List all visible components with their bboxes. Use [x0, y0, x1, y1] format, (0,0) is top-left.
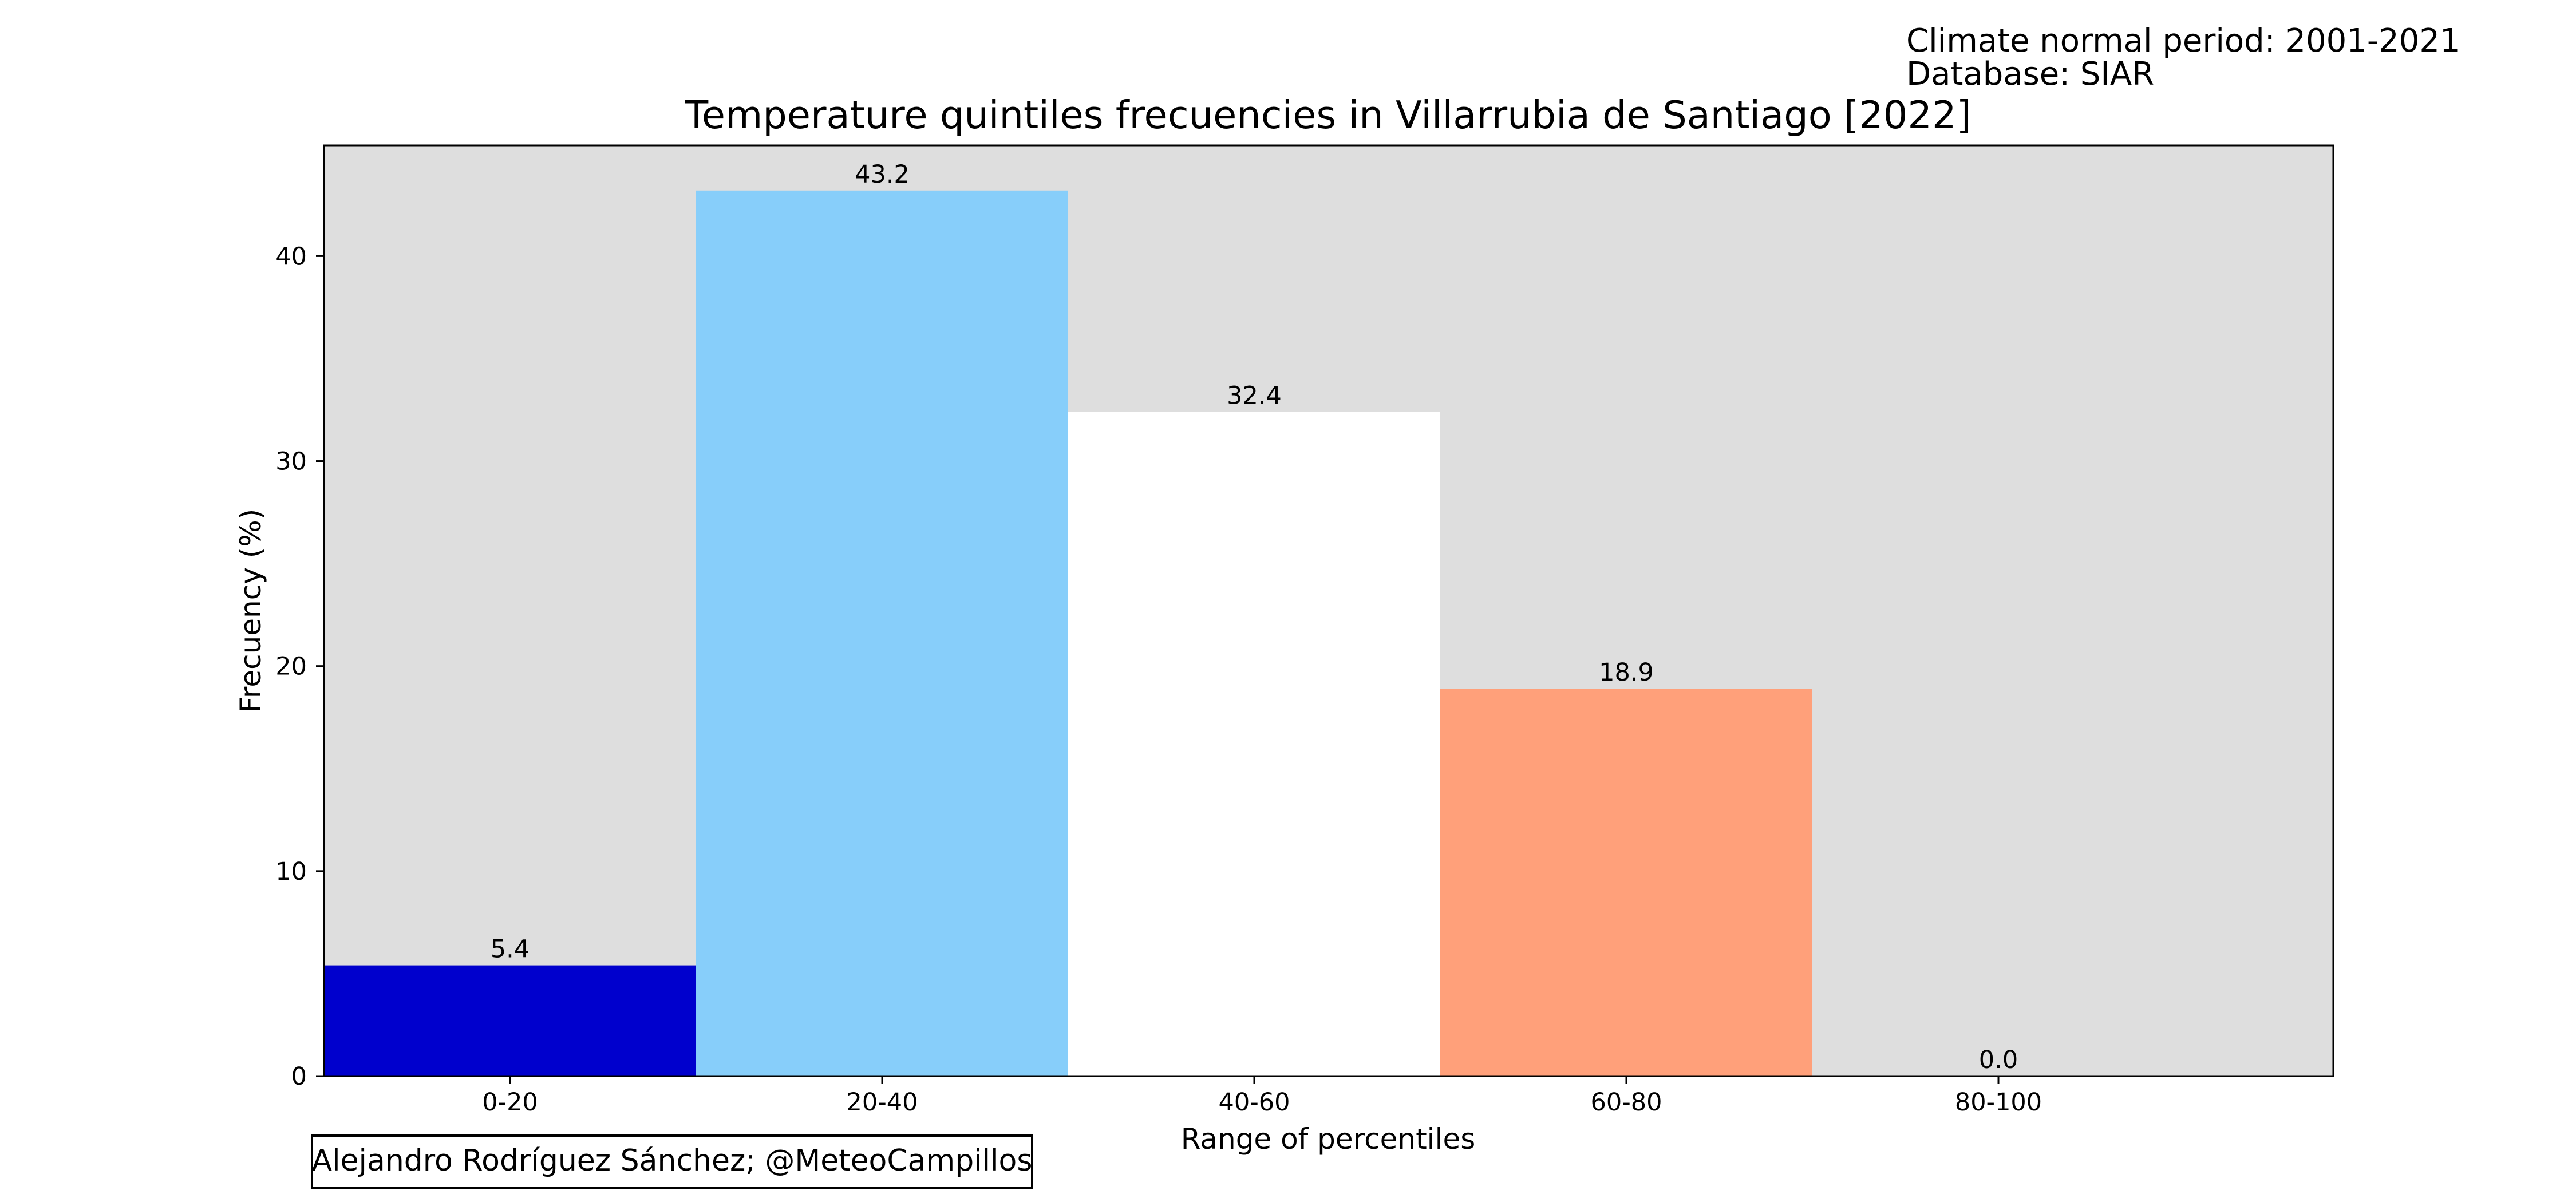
y-tick-label-40: 40: [275, 242, 307, 271]
bars-layer: [324, 190, 1812, 1076]
x-tick-label-40-60: 40-60: [1219, 1088, 1290, 1117]
value-label-60-80: 18.9: [1599, 658, 1654, 687]
x-tick-label-0-20: 0-20: [482, 1088, 538, 1117]
x-tick-label-60-80: 60-80: [1591, 1088, 1662, 1117]
database-note: Database: SIAR: [1906, 56, 2154, 93]
bar-0-20: [324, 965, 696, 1076]
value-label-0-20: 5.4: [491, 935, 530, 964]
bar-20-40: [696, 190, 1068, 1076]
value-label-40-60: 32.4: [1227, 382, 1282, 410]
x-axis: 0-20 20-40 40-60 60-80 80-100: [482, 1076, 2042, 1117]
value-label-20-40: 43.2: [855, 160, 910, 189]
bar-60-80: [1440, 689, 1812, 1076]
x-tick-label-80-100: 80-100: [1955, 1088, 2042, 1117]
value-label-80-100: 0.0: [1979, 1046, 2018, 1074]
climate-period-note: Climate normal period: 2001-2021: [1906, 22, 2460, 60]
credit-box: Alejandro Rodríguez Sánchez; @MeteoCampi…: [311, 1134, 1033, 1189]
credit-text: Alejandro Rodríguez Sánchez; @MeteoCampi…: [312, 1144, 1033, 1178]
y-axis: 0 10 20 30 40: [275, 242, 324, 1091]
plot-frame: [323, 144, 2334, 1077]
chart-title: Temperature quintiles frecuencies in Vil…: [684, 93, 1971, 137]
credit-box-border: [311, 1134, 1033, 1189]
y-tick-label-20: 20: [275, 653, 307, 681]
bar-40-60: [1068, 412, 1440, 1076]
y-axis-label: Frecuency (%): [234, 509, 267, 713]
x-tick-label-20-40: 20-40: [847, 1088, 918, 1117]
y-tick-label-0: 0: [291, 1062, 307, 1091]
y-tick-label-30: 30: [275, 448, 307, 476]
x-axis-label: Range of percentiles: [1181, 1122, 1476, 1156]
y-tick-label-10: 10: [275, 857, 307, 886]
value-labels-layer: 5.4 43.2 32.4 18.9 0.0: [491, 160, 2018, 1074]
